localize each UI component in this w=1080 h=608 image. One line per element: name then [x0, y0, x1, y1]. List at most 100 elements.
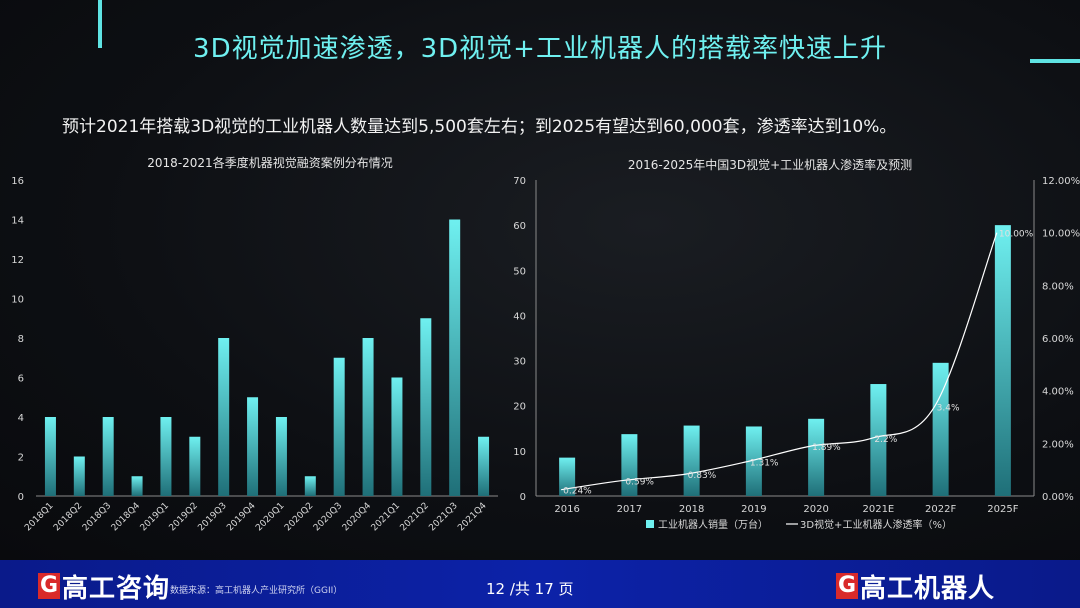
chart2-y-left-tick: 30: [513, 357, 526, 368]
chart2-line-label: 1.31%: [750, 459, 779, 469]
logo-mark-icon: G: [38, 573, 60, 599]
chart2-x-tick: 2022F: [925, 504, 956, 515]
chart1-x-tick: 2021Q2: [399, 501, 431, 533]
chart1-bar: [102, 417, 114, 496]
chart1-x-tick: 2021Q4: [456, 501, 489, 534]
chart1-x-tick: 2018Q4: [110, 501, 143, 534]
chart1-bar: [362, 338, 374, 496]
funding-bar-chart: 02468101214162018Q12018Q22018Q32018Q4201…: [11, 176, 1080, 534]
chart2-y-right-tick: 6.00%: [1042, 334, 1074, 345]
chart1-bar: [275, 417, 287, 496]
chart1-y-tick: 0: [18, 492, 24, 503]
chart1-bar: [131, 476, 143, 496]
chart2-title: 2016-2025年中国3D视觉+工业机器人渗透率及预测: [627, 158, 913, 172]
decor-bar-left: [98, 0, 102, 48]
logo-mark-icon: G: [836, 573, 858, 599]
chart2-x-tick: 2025F: [987, 504, 1018, 515]
chart1-y-tick: 14: [11, 216, 24, 227]
chart1-x-tick: 2019Q1: [139, 501, 171, 533]
chart2-x-tick: 2020: [803, 504, 828, 515]
right-logo: G 高工机器人: [836, 566, 995, 606]
legend-bar-label: 工业机器人销量（万台）: [658, 518, 768, 531]
chart2-y-left-tick: 0: [520, 492, 526, 503]
chart1-y-tick: 6: [18, 374, 24, 385]
chart2-line-label: 2.2%: [874, 435, 897, 445]
chart1-bar: [449, 219, 461, 496]
data-source: 数据来源：高工机器人产业研究所（GGII）: [170, 586, 343, 596]
background: [0, 0, 1080, 560]
chart2-x-tick: 2021E: [862, 504, 894, 515]
chart2-line-label: 0.24%: [563, 487, 592, 497]
chart1-bar: [304, 476, 316, 496]
legend-line-label: 3D视觉+工业机器人渗透率（%）: [800, 518, 952, 531]
footer-bar: [0, 560, 1080, 608]
left-logo: G 高工咨询: [38, 566, 170, 606]
chart1-x-tick: 2020Q4: [341, 501, 374, 534]
chart2-bar: [994, 225, 1011, 496]
page-title: 3D视觉加速渗透，3D视觉+工业机器人的搭载率快速上升: [193, 34, 887, 64]
chart2-bar: [932, 362, 949, 496]
chart1-bar: [189, 436, 201, 496]
chart1-y-tick: 2: [18, 453, 24, 464]
chart2-y-left-tick: 20: [513, 402, 526, 413]
chart2-x-tick: 2017: [617, 504, 642, 515]
chart2-x-tick: 2019: [741, 504, 766, 515]
chart1-y-tick: 12: [11, 255, 24, 266]
chart1-x-tick: 2018Q2: [52, 501, 84, 533]
chart1-y-tick: 8: [18, 334, 24, 345]
chart2-penetration-line: [561, 232, 998, 491]
legend-bar-swatch: [646, 520, 654, 528]
chart2-line-label: 3.4%: [937, 403, 960, 413]
right-logo-text: 高工机器人: [860, 573, 996, 604]
chart2-y-left-tick: 60: [513, 221, 526, 232]
chart2-bar: [808, 418, 825, 496]
chart2-y-right-tick: 12.00%: [1042, 176, 1080, 187]
chart1-x-tick: 2019Q2: [168, 501, 200, 533]
chart2-line-label: 1.89%: [812, 443, 841, 453]
chart2-bar: [870, 384, 887, 496]
chart1-y-tick: 16: [11, 176, 24, 187]
chart1-bar: [478, 436, 490, 496]
chart2-x-tick: 2016: [554, 504, 579, 515]
chart1-x-tick: 2019Q3: [196, 501, 228, 533]
chart2-y-left-tick: 40: [513, 311, 526, 322]
chart1-bar: [333, 357, 345, 496]
chart1-x-tick: 2020Q3: [312, 501, 344, 533]
chart1-x-tick: 2018Q3: [81, 501, 113, 533]
chart1-bar: [73, 456, 85, 496]
chart2-y-right-tick: 0.00%: [1042, 492, 1074, 503]
chart1-bar: [44, 417, 56, 496]
chart2-y-left-tick: 10: [513, 447, 526, 458]
chart2-line-label: 0.59%: [625, 477, 654, 487]
chart2-bar: [745, 426, 762, 496]
chart1-bar: [247, 397, 259, 496]
chart2-y-right-tick: 4.00%: [1042, 387, 1074, 398]
chart2-bar: [559, 457, 576, 496]
left-logo-text: 高工咨询: [62, 573, 171, 604]
decor-bar-right: [1030, 59, 1080, 63]
chart2-bar: [683, 425, 700, 496]
chart1-bar: [391, 377, 403, 496]
chart1-x-tick: 2018Q1: [23, 501, 55, 533]
chart2-y-right-tick: 8.00%: [1042, 281, 1074, 292]
chart1-y-tick: 10: [11, 295, 24, 306]
chart1-x-tick: 2020Q2: [283, 501, 315, 533]
chart1-bar: [420, 318, 432, 496]
chart2-line-label: 0.83%: [688, 471, 717, 481]
chart2-y-left-tick: 70: [513, 176, 526, 187]
chart1-x-tick: 2019Q4: [225, 501, 258, 534]
chart1-title: 2018-2021各季度机器视觉融资案例分布情况: [147, 156, 393, 170]
chart2-x-tick: 2018: [679, 504, 704, 515]
chart2-y-left-tick: 50: [513, 266, 526, 277]
chart1-x-tick: 2021Q1: [370, 501, 402, 533]
chart2-line-label: 10.00%: [999, 230, 1034, 240]
chart2-y-right-tick: 10.00%: [1042, 229, 1080, 240]
chart1-x-tick: 2020Q1: [254, 501, 286, 533]
chart2-y-right-tick: 2.00%: [1042, 439, 1074, 450]
chart1-bar: [218, 338, 230, 496]
page-number: 12 /共 17 页: [486, 580, 574, 598]
chart1-y-tick: 4: [18, 413, 24, 424]
chart1-bar: [160, 417, 172, 496]
page-subtitle: 预计2021年搭载3D视觉的工业机器人数量达到5,500套左右；到2025有望达…: [62, 117, 897, 137]
chart1-x-tick: 2021Q3: [427, 501, 459, 533]
